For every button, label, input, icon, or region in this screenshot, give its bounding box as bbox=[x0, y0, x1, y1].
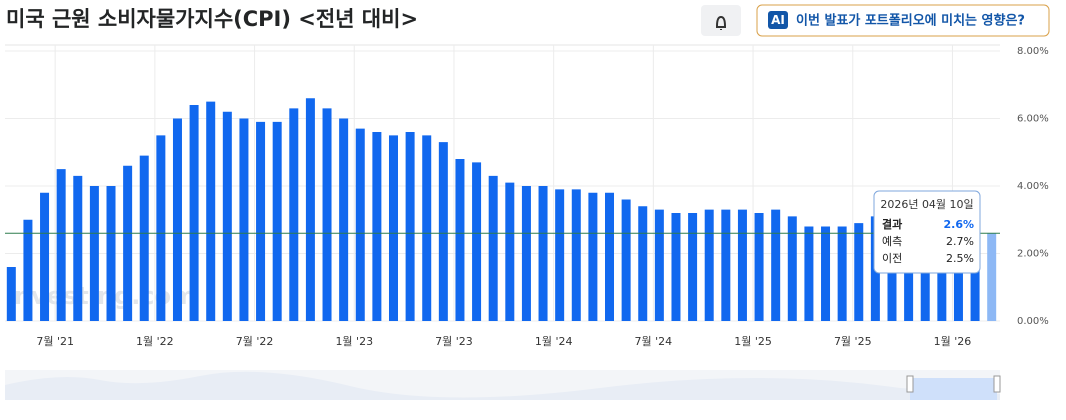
bar bbox=[937, 233, 947, 321]
ai-badge-bg bbox=[768, 11, 788, 29]
bar bbox=[605, 192, 615, 321]
bar bbox=[638, 206, 648, 321]
x-tick-label: 7월 '24 bbox=[635, 335, 673, 348]
navigator-handle[interactable] bbox=[906, 375, 914, 393]
x-tick-label: 7월 '21 bbox=[36, 335, 74, 348]
bar bbox=[422, 135, 432, 321]
tooltip-value: 2.6% bbox=[943, 218, 974, 231]
bar bbox=[172, 118, 182, 321]
bar bbox=[388, 135, 398, 321]
tooltip-value: 2.5% bbox=[946, 252, 974, 265]
navigator-handle[interactable] bbox=[993, 375, 1001, 393]
bar bbox=[289, 108, 299, 321]
x-tick-label: 1월 '22 bbox=[136, 335, 174, 348]
x-tick-label: 7월 '25 bbox=[834, 335, 872, 348]
x-tick-label: 7월 '22 bbox=[236, 335, 274, 348]
bar bbox=[256, 121, 266, 321]
bar bbox=[704, 209, 714, 321]
bar bbox=[787, 216, 797, 321]
bar bbox=[438, 142, 448, 321]
bar bbox=[571, 189, 581, 321]
bar bbox=[23, 219, 33, 321]
bar bbox=[405, 132, 415, 321]
bar bbox=[222, 111, 232, 321]
x-tick-label: 1월 '23 bbox=[335, 335, 373, 348]
bar bbox=[239, 118, 249, 321]
bar bbox=[837, 226, 847, 321]
y-tick-label: 4.00% bbox=[1017, 181, 1049, 192]
bar bbox=[355, 128, 365, 321]
ai-button[interactable] bbox=[756, 4, 1050, 37]
bar bbox=[821, 226, 831, 321]
bar bbox=[40, 192, 50, 321]
bar bbox=[139, 155, 149, 321]
bar bbox=[671, 213, 681, 321]
bar bbox=[272, 121, 282, 321]
bar bbox=[305, 98, 315, 321]
bar bbox=[654, 209, 664, 321]
ai-badge: AI bbox=[771, 13, 785, 27]
x-tick-label: 1월 '24 bbox=[535, 335, 573, 348]
y-tick-label: 8.00% bbox=[1017, 46, 1049, 57]
bar bbox=[953, 233, 963, 321]
bar bbox=[721, 209, 731, 321]
x-tick-label: 1월 '26 bbox=[934, 335, 972, 348]
bell-icon bbox=[716, 15, 726, 30]
tooltip-label: 이전 bbox=[882, 252, 902, 265]
x-tick-label: 1월 '25 bbox=[734, 335, 772, 348]
alert-button[interactable] bbox=[701, 5, 741, 36]
watermark: Investing.com bbox=[5, 282, 196, 310]
bar bbox=[189, 105, 199, 321]
tooltip-value: 2.7% bbox=[946, 235, 974, 248]
bar bbox=[56, 169, 66, 321]
bar bbox=[771, 209, 781, 321]
y-tick-label: 0.00% bbox=[1017, 316, 1049, 327]
ai-button-text: 이번 발표가 포트폴리오에 미치는 영향은? bbox=[796, 13, 1025, 29]
y-tick-label: 6.00% bbox=[1017, 114, 1049, 125]
bar bbox=[621, 199, 631, 321]
bar bbox=[6, 267, 16, 321]
bar bbox=[455, 159, 465, 321]
bar bbox=[970, 236, 980, 321]
bar bbox=[89, 186, 99, 321]
x-tick-label: 7월 '23 bbox=[435, 335, 473, 348]
bar bbox=[206, 101, 216, 321]
bar bbox=[123, 165, 133, 321]
tooltip-label: 예측 bbox=[882, 235, 902, 248]
bar bbox=[488, 175, 498, 321]
bar bbox=[521, 186, 531, 321]
bar bbox=[754, 213, 764, 321]
bar bbox=[804, 226, 814, 321]
bar bbox=[339, 118, 349, 321]
bar bbox=[73, 175, 83, 321]
bar bbox=[156, 135, 166, 321]
bar bbox=[505, 182, 515, 321]
bar bbox=[472, 162, 482, 321]
bar bbox=[538, 186, 548, 321]
bar bbox=[737, 209, 747, 321]
tooltip-date: 2026년 04월 10일 bbox=[880, 197, 973, 211]
chart-title: 미국 근원 소비자물가지수(CPI) <전년 대비> bbox=[6, 7, 418, 31]
bar bbox=[106, 186, 116, 321]
navigator-area bbox=[5, 371, 1000, 400]
tooltip-box bbox=[873, 190, 981, 274]
bar bbox=[854, 223, 864, 321]
bar bbox=[372, 132, 382, 321]
bar bbox=[588, 192, 598, 321]
tooltip-label: 결과 bbox=[882, 217, 902, 231]
bar bbox=[688, 213, 698, 321]
bar bbox=[987, 233, 997, 321]
bar bbox=[322, 108, 332, 321]
bar bbox=[555, 189, 565, 321]
y-tick-label: 2.00% bbox=[1017, 249, 1049, 260]
navigator-window bbox=[910, 378, 997, 400]
